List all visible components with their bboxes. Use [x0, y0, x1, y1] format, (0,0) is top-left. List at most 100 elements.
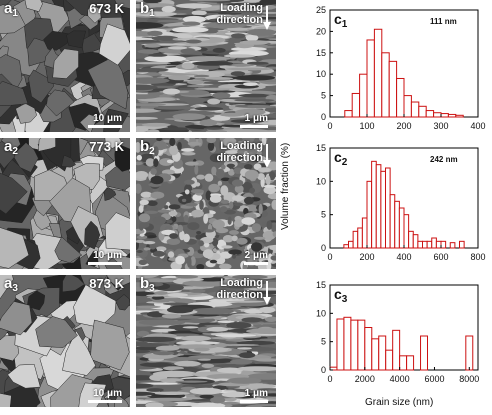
- mean-grain-size-annotation: 242 nm: [430, 155, 458, 164]
- panel-label: a2: [4, 138, 18, 161]
- y-tick-label: 10: [316, 308, 326, 318]
- histogram-bar: [371, 338, 380, 371]
- histogram-c1: 0 100 200 300 400 0 5 10 15 20 25 c1 111 nm: [316, 5, 486, 131]
- panel-letter: b: [140, 138, 150, 155]
- histogram-bar: [366, 39, 375, 118]
- y-tick-label: 15: [316, 143, 326, 153]
- histogram-bar: [359, 73, 368, 118]
- histogram-bar: [378, 335, 387, 371]
- chart-panel-subscript: 2: [342, 157, 348, 168]
- histogram-bar: [435, 240, 442, 249]
- x-tick-label: 0: [327, 121, 332, 131]
- panel-label: b1: [140, 0, 155, 23]
- histogram-bar: [433, 112, 442, 118]
- panel-label: a3: [4, 275, 18, 298]
- chart-panel-label: c3: [334, 286, 348, 305]
- x-tick-label: 400: [396, 252, 411, 262]
- histogram-bar: [364, 327, 373, 371]
- micrograph-a2: a2 773 K 10 μm: [0, 138, 130, 269]
- down-arrow-icon: [263, 6, 271, 30]
- x-tick-label: 8000: [459, 374, 479, 384]
- histogram-c2: 0 200 400 600 800 0 5 10 15 c2 242 nm: [316, 143, 486, 262]
- histogram-bar: [399, 355, 408, 371]
- histogram-bar: [350, 319, 359, 371]
- histogram-c3: 0 2000 4000 6000 8000 0 5 10 15 c3: [316, 280, 479, 384]
- y-tick-label: 15: [316, 48, 326, 58]
- histogram-bar: [403, 214, 410, 249]
- panel-subscript: 2: [12, 146, 18, 157]
- panel-subscript: 1: [12, 8, 18, 19]
- micrograph-texture: [0, 0, 130, 132]
- histogram-bar: [403, 95, 412, 118]
- x-tick-label: 200: [396, 121, 411, 131]
- panel-subscript: 2: [149, 146, 155, 157]
- scale-bar-label: 1 μm: [244, 388, 268, 399]
- micrograph-b2: b2 Loading direction 2 μm: [136, 138, 276, 269]
- histogram-bar: [357, 319, 366, 371]
- scale-bar-label: 1 μm: [244, 113, 268, 124]
- y-tick-label: 5: [321, 210, 326, 220]
- loading-text-line1: Loading: [220, 2, 263, 14]
- histogram-bar: [352, 230, 359, 249]
- histogram-bar: [406, 355, 415, 371]
- panel-letter: a: [4, 138, 13, 155]
- y-tick-label: 0: [321, 243, 326, 253]
- loading-direction-label: Loading direction: [203, 2, 273, 30]
- histogram-bar: [465, 335, 474, 371]
- micrograph-texture: [136, 138, 276, 269]
- scale-bar-label: 2 μm: [244, 250, 268, 261]
- histogram-bar: [344, 110, 353, 118]
- histogram-bar: [336, 318, 345, 371]
- histogram-bar: [375, 164, 382, 249]
- chart-panel-letter: c: [334, 11, 342, 27]
- scale-bar: [88, 125, 122, 128]
- mean-grain-size-annotation: 111 nm: [430, 17, 457, 26]
- arrow-head: [263, 160, 271, 168]
- y-tick-label: 10: [316, 69, 326, 79]
- panel-letter: a: [4, 0, 13, 17]
- temperature-label: 773 K: [89, 139, 124, 154]
- histogram-bar: [348, 240, 354, 249]
- y-tick-label: 15: [316, 280, 326, 290]
- x-tick-label: 800: [470, 252, 485, 262]
- histogram-bar: [388, 60, 398, 118]
- panel-letter: b: [140, 275, 150, 292]
- temperature-label: 873 K: [89, 276, 124, 291]
- histogram-bar: [343, 316, 352, 371]
- panel-letter: b: [140, 0, 150, 17]
- chart-panel-subscript: 3: [342, 294, 348, 305]
- down-arrow-icon: [263, 144, 271, 168]
- scale-bar: [88, 262, 122, 265]
- loading-text-line2: direction: [216, 152, 263, 164]
- y-axis-label: Volume fraction (%): [280, 142, 291, 230]
- histogram-bar: [361, 217, 368, 249]
- chart-panel-label: c1: [334, 11, 348, 30]
- histogram-bar: [440, 113, 449, 118]
- y-tick-label: 5: [321, 91, 326, 101]
- histogram-bar: [381, 52, 390, 118]
- y-tick-label: 20: [316, 26, 326, 36]
- histogram-bar: [449, 242, 456, 249]
- histogram-bar: [357, 227, 363, 249]
- panel-label: b2: [140, 138, 155, 161]
- histogram-bar: [455, 114, 464, 118]
- y-tick-label: 0: [321, 365, 326, 375]
- panel-subscript: 3: [149, 283, 155, 294]
- histogram-bar: [447, 113, 457, 118]
- y-tick-label: 25: [316, 5, 326, 15]
- panel-subscript: 3: [12, 283, 18, 294]
- micrograph-b1: b1 Loading direction 1 μm: [136, 0, 276, 132]
- x-tick-label: 0: [327, 374, 332, 384]
- histogram-bar: [351, 92, 361, 118]
- x-axis-label: Grain size (nm): [365, 397, 434, 408]
- histogram-bar: [431, 237, 437, 249]
- histogram-bar: [366, 180, 373, 249]
- x-tick-label: 200: [359, 252, 374, 262]
- histogram-bar: [408, 230, 414, 249]
- down-arrow-icon: [263, 281, 271, 305]
- histogram-bar: [389, 194, 396, 249]
- temperature-label: 673 K: [89, 1, 124, 16]
- x-tick-label: 600: [433, 252, 448, 262]
- y-tick-label: 5: [321, 337, 326, 347]
- chart-panel-letter: c: [334, 286, 342, 302]
